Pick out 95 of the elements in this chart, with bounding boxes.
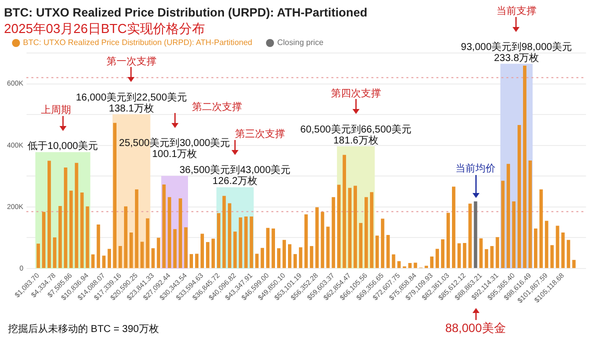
bar: [42, 212, 46, 268]
bar: [364, 197, 368, 268]
bar: [272, 228, 275, 268]
bar: [337, 184, 341, 268]
bar: [386, 234, 390, 268]
bar: [173, 229, 177, 268]
text: BTC: UTXO Realized Price Distribution (URPD): ATH-Partitioned: [23, 38, 252, 48]
bar: [190, 254, 194, 268]
bar: [282, 240, 286, 268]
bar: [298, 247, 302, 268]
bar: [501, 180, 505, 268]
bar: [200, 234, 204, 268]
bar: [206, 242, 210, 268]
text: Closing price: [277, 38, 324, 48]
annotation: 第三次支撑: [235, 128, 286, 140]
bar: [134, 189, 138, 268]
bar: [348, 188, 352, 268]
bar: [96, 224, 100, 268]
bar: [523, 66, 526, 268]
bar: [255, 254, 259, 268]
bar: [124, 206, 128, 268]
bar: [375, 236, 379, 268]
band-label: 25,500美元到30,000美元 100.1万枚: [119, 137, 230, 160]
bar: [414, 262, 418, 268]
bar: [496, 237, 500, 268]
bar: [58, 206, 62, 268]
bar: [195, 254, 198, 268]
bar: [359, 222, 362, 268]
band-label: 36,500美元到43,000美元 126.2万枚: [179, 164, 291, 188]
bar: [69, 190, 73, 268]
bar: [91, 254, 95, 268]
bar: [250, 216, 254, 268]
bar: [342, 154, 346, 268]
text: 挖掘后从未移动的 BTC = 390万枚: [8, 323, 159, 335]
bar: [490, 246, 494, 268]
annotation: 第一次支撑: [106, 55, 156, 68]
bar: [211, 238, 215, 268]
bar: [436, 248, 439, 268]
bar: [130, 232, 133, 268]
annotation: 上周期: [40, 104, 71, 116]
annotation: 第二次支撑: [192, 101, 242, 114]
bar: [140, 242, 144, 268]
band-label: 低于10,000美元: [28, 140, 98, 152]
bar: [424, 266, 428, 268]
bar: [534, 228, 538, 268]
bar: [572, 260, 576, 268]
bar: [64, 168, 68, 268]
chart-subtitle: 2025年03月26日BTC实现价格分布: [4, 20, 205, 36]
bar: [380, 218, 384, 268]
text: 88,000美金: [445, 321, 506, 335]
bar: [118, 246, 122, 268]
bar: [184, 227, 188, 268]
bar: [266, 228, 270, 268]
bar: [430, 256, 434, 268]
bar: [462, 242, 466, 268]
bar: [36, 244, 40, 268]
text: 当前支撑: [496, 4, 536, 17]
bar: [518, 125, 521, 268]
bar: [277, 248, 280, 268]
bar: [260, 248, 264, 268]
bar: [468, 204, 472, 268]
band-label: 93,000美元到98,000美元 233.8万枚: [460, 40, 572, 64]
bar: [332, 197, 336, 268]
bar: [544, 220, 548, 268]
bar: [550, 245, 554, 268]
bar: [102, 256, 106, 268]
bar: [539, 189, 543, 268]
bar: [113, 122, 116, 268]
annotation: 第四次支撑: [330, 87, 381, 100]
bar: [288, 244, 292, 268]
bar: [354, 186, 357, 268]
bar: [146, 218, 150, 268]
bar: [228, 203, 232, 268]
bar: [441, 239, 444, 268]
bar: [48, 160, 51, 268]
bar: [310, 246, 314, 268]
bar: [506, 164, 510, 268]
bar: [397, 261, 401, 268]
bar: [178, 198, 182, 268]
annotation: 当前均价: [456, 162, 496, 174]
bar: [304, 214, 308, 268]
band-label: 16,000美元到22,500美元 138.1万枚: [76, 91, 187, 114]
bar: [370, 192, 374, 268]
bar: [446, 212, 450, 268]
bar: [222, 196, 226, 268]
bar: [216, 213, 220, 268]
bar: [293, 254, 297, 268]
bar: [457, 243, 461, 268]
bar: [512, 201, 516, 268]
bar: [528, 160, 532, 268]
bar: [52, 237, 56, 268]
chart-title: BTC: UTXO Realized Price Distribution (URPD): ATH-Partitioned: [4, 6, 368, 20]
band-label: 60,500美元到66,500美元 181.6万枚: [300, 123, 412, 146]
bar: [452, 186, 456, 268]
bar: [108, 248, 112, 268]
